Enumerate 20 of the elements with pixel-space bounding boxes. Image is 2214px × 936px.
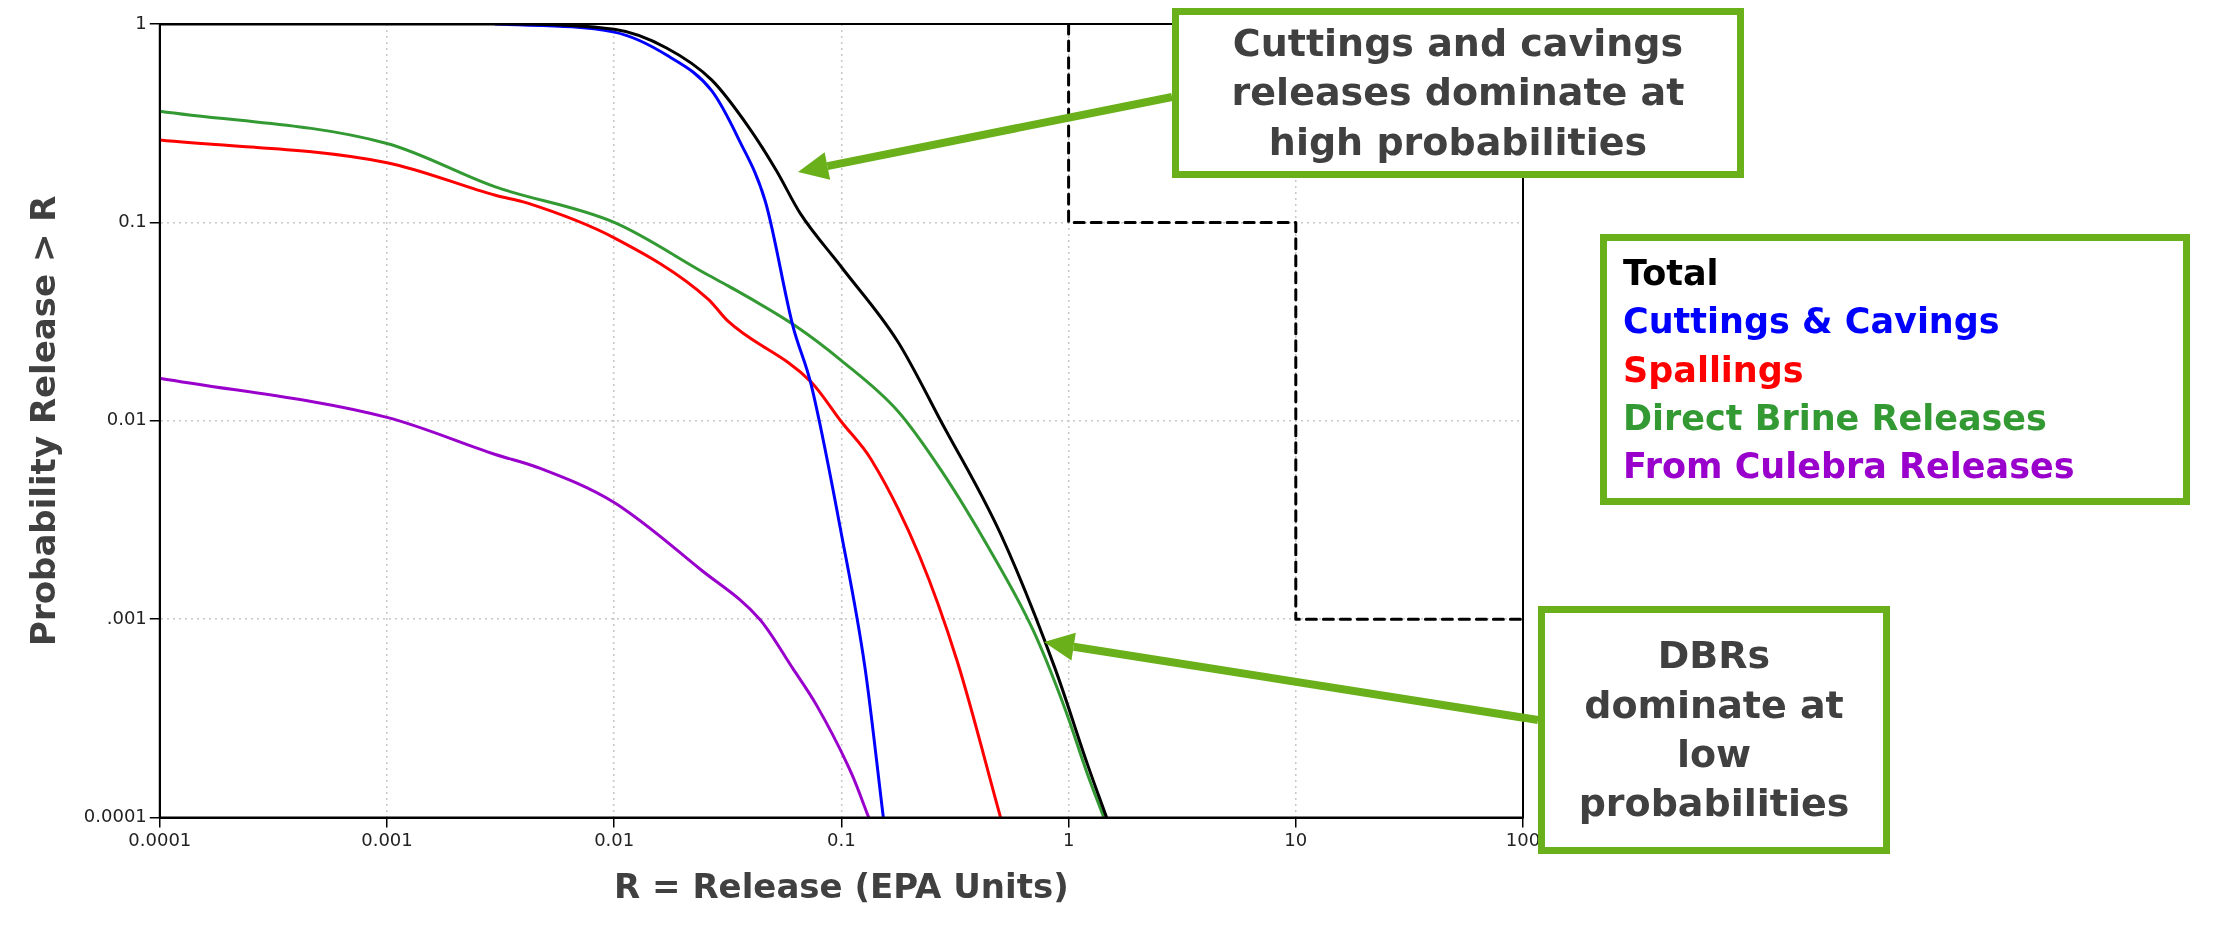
- y-tick-label: .001: [106, 606, 147, 628]
- x-tick-label: 0.01: [594, 829, 635, 851]
- text: From Culebra Releases: [1623, 445, 2076, 489]
- x-tick-label: 1: [1062, 829, 1075, 851]
- text: DBRs dominate at low probabilities: [1578, 633, 1850, 826]
- annotation: Cuttings and cavings releases dominate at high probabilities: [1172, 8, 1744, 178]
- y-tick-label: 0.01: [106, 408, 147, 430]
- y-tick-label: 1: [135, 11, 147, 33]
- x-tick-label: 0.1: [827, 829, 856, 851]
- y-axis-title: Probability Release > R: [23, 195, 64, 647]
- x-axis-title: R = Release (EPA Units): [614, 866, 1069, 907]
- y-tick-label: 0.0001: [83, 805, 147, 827]
- text: Total: [1623, 252, 1720, 295]
- text: Cuttings & Cavings: [1623, 300, 2001, 344]
- text: Direct Brine Releases: [1623, 396, 2048, 440]
- x-tick-label: 10: [1284, 829, 1308, 851]
- x-tick-label: 0.001: [361, 829, 413, 851]
- y-tick-label: 0.1: [118, 210, 147, 232]
- text: Spallings: [1623, 348, 1805, 392]
- x-tick-label: 100: [1505, 829, 1541, 851]
